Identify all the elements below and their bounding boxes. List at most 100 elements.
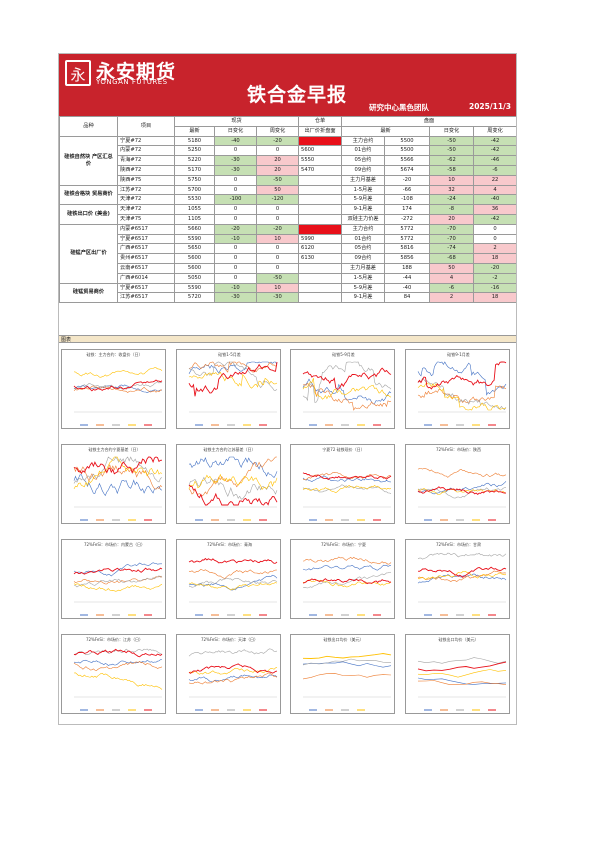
table-row: 江苏#6517 5720 -30 -30 9-1月差 84 2 18 bbox=[60, 292, 516, 304]
table-cell: 01合约 bbox=[341, 233, 386, 245]
table-cell: 5580 bbox=[298, 223, 343, 235]
series-line bbox=[188, 361, 278, 391]
series-line bbox=[417, 669, 507, 678]
series-line bbox=[73, 659, 163, 666]
chart-title: 硅铁主力合约江苏基差（日） bbox=[203, 447, 256, 452]
series-line bbox=[302, 378, 392, 405]
table-cell: 5170 bbox=[174, 164, 215, 176]
table-cell: 主力合约 bbox=[341, 223, 386, 235]
table-cell: 内蒙#6517 bbox=[117, 223, 175, 235]
trend-chart: 硅铁9-1月差 bbox=[405, 349, 510, 429]
trend-chart: 硅铁5-9月差 bbox=[290, 349, 395, 429]
table-cell: 5180 bbox=[174, 135, 215, 147]
series-line bbox=[417, 657, 507, 664]
table-row: 硅铁自然块 产区汇总价 宁夏#72 5180 -40 -20 5160 主力合约 5500 -5… bbox=[59, 135, 516, 186]
head-latest: 最新 bbox=[174, 125, 215, 137]
chart-title: 72%FeSi：市场价：天津（日） bbox=[200, 637, 259, 642]
series-line bbox=[73, 583, 163, 592]
series-line bbox=[188, 672, 278, 685]
series-line bbox=[302, 653, 392, 659]
table-cell: 0 bbox=[214, 145, 257, 157]
table-cell: 18 bbox=[473, 292, 516, 304]
table-cell: 5250 bbox=[174, 145, 215, 157]
chart-title: 硅铁：主力合约：收盘价（日） bbox=[86, 352, 143, 357]
chart-plot bbox=[188, 557, 278, 616]
table-cell: -50 bbox=[429, 145, 475, 157]
table-cell: -6 bbox=[473, 164, 516, 176]
table-row: 硅铁合格块 贸易商价 江苏#72 5700 0 50 1-5月差 -66 32 4 bbox=[59, 184, 516, 206]
series-line bbox=[188, 674, 278, 683]
head-futures: 盘面 bbox=[341, 116, 516, 127]
table-cell: -10 bbox=[214, 282, 257, 294]
table-cell: 5700 bbox=[174, 184, 215, 196]
table-cell: 云南#6517 bbox=[117, 262, 175, 274]
table-cell: 10 bbox=[255, 282, 300, 294]
head-spot: 现货 bbox=[173, 116, 300, 127]
table-cell: 5990 bbox=[298, 233, 343, 245]
chart-title: 72%FeSi：市场价：青海 bbox=[206, 542, 253, 547]
table-cell: -42 bbox=[473, 135, 516, 147]
table-cell: -8 bbox=[429, 204, 475, 215]
table-cell: -70 bbox=[429, 223, 475, 235]
chart-title: 72%FeSi：市场价：陕西 bbox=[435, 447, 482, 452]
trend-chart: 72%FeSi：市场价：甘肃 bbox=[405, 539, 510, 619]
series-line bbox=[302, 658, 392, 666]
table-cell: 0 bbox=[214, 262, 257, 274]
table-cell: 5660 bbox=[174, 223, 215, 235]
table-cell: -58 bbox=[429, 164, 475, 176]
row-category: 硅锰产区出厂价 bbox=[59, 223, 118, 284]
table-cell: -30 bbox=[255, 292, 300, 304]
table-cell: -46 bbox=[473, 155, 516, 166]
series-line bbox=[73, 661, 163, 672]
table-cell bbox=[298, 194, 343, 206]
table-cell: 0 bbox=[214, 174, 257, 186]
table-cell: 09合约 bbox=[341, 253, 386, 264]
chart-plot bbox=[302, 361, 392, 426]
series-line bbox=[188, 569, 278, 579]
table-cell: 2 bbox=[429, 292, 475, 304]
table-cell: -50 bbox=[255, 272, 300, 284]
price-table: 品种 项目 现货 仓单 盘面 最新 日变化 周变化 出厂价折盘面 最新 日变化 … bbox=[59, 116, 516, 304]
table-cell: 0 bbox=[214, 213, 257, 225]
series-line bbox=[417, 570, 507, 582]
chart-title: 72%FeSi：市场价：内蒙古（日） bbox=[83, 542, 146, 547]
series-line bbox=[73, 575, 163, 588]
table-cell: 84 bbox=[384, 292, 431, 304]
table-cell: 天津#75 bbox=[117, 213, 175, 225]
table-cell: 4 bbox=[429, 272, 475, 284]
table-cell: -30 bbox=[214, 155, 257, 166]
table-cell: 0 bbox=[255, 243, 300, 255]
chart-title: 硅铁9-1月差 bbox=[447, 352, 470, 357]
table-row: 天津#75 1105 0 0 双硅主力价差 -272 20 -42 bbox=[60, 213, 516, 225]
series-line bbox=[73, 562, 162, 577]
series-line bbox=[188, 667, 278, 675]
series-line bbox=[417, 486, 507, 496]
series-line bbox=[188, 582, 278, 591]
table-cell: -100 bbox=[214, 194, 257, 206]
table-cell: 5500 bbox=[384, 135, 431, 147]
series-line bbox=[417, 552, 507, 560]
table-cell: 09合约 bbox=[341, 164, 386, 176]
table-cell: 1105 bbox=[174, 213, 215, 225]
table-row: 青海#72 5220 -30 20 5550 05合约 5566 -62 -46 bbox=[60, 155, 516, 166]
series-line bbox=[188, 473, 278, 490]
table-row: 硅铁出口价 (美金) 天津#72 1055 0 0 9-1月差 174 -8 36 bbox=[59, 204, 516, 225]
table-cell: -20 bbox=[214, 223, 257, 235]
head-f-week: 周变化 bbox=[473, 125, 516, 137]
table-cell: 陕西#72 bbox=[117, 164, 175, 176]
table-cell: -62 bbox=[429, 155, 475, 166]
table-cell: -20 bbox=[255, 223, 300, 235]
table-cell: 32 bbox=[429, 184, 475, 196]
table-cell: 10 bbox=[255, 233, 300, 245]
table-cell: -66 bbox=[384, 184, 431, 196]
table-cell: 20 bbox=[255, 164, 300, 176]
trend-chart: 宁夏72 硅铁现价（日） bbox=[290, 444, 395, 524]
series-line bbox=[417, 566, 507, 578]
logo-cn: 永安期货 bbox=[96, 61, 177, 83]
series-line bbox=[417, 468, 507, 478]
series-line bbox=[302, 475, 392, 483]
table-cell: -74 bbox=[429, 243, 475, 255]
row-category: 硅铁出口价 (美金) bbox=[59, 204, 118, 225]
table-cell: 1-5月差 bbox=[341, 272, 386, 284]
table-cell: -50 bbox=[429, 135, 475, 147]
